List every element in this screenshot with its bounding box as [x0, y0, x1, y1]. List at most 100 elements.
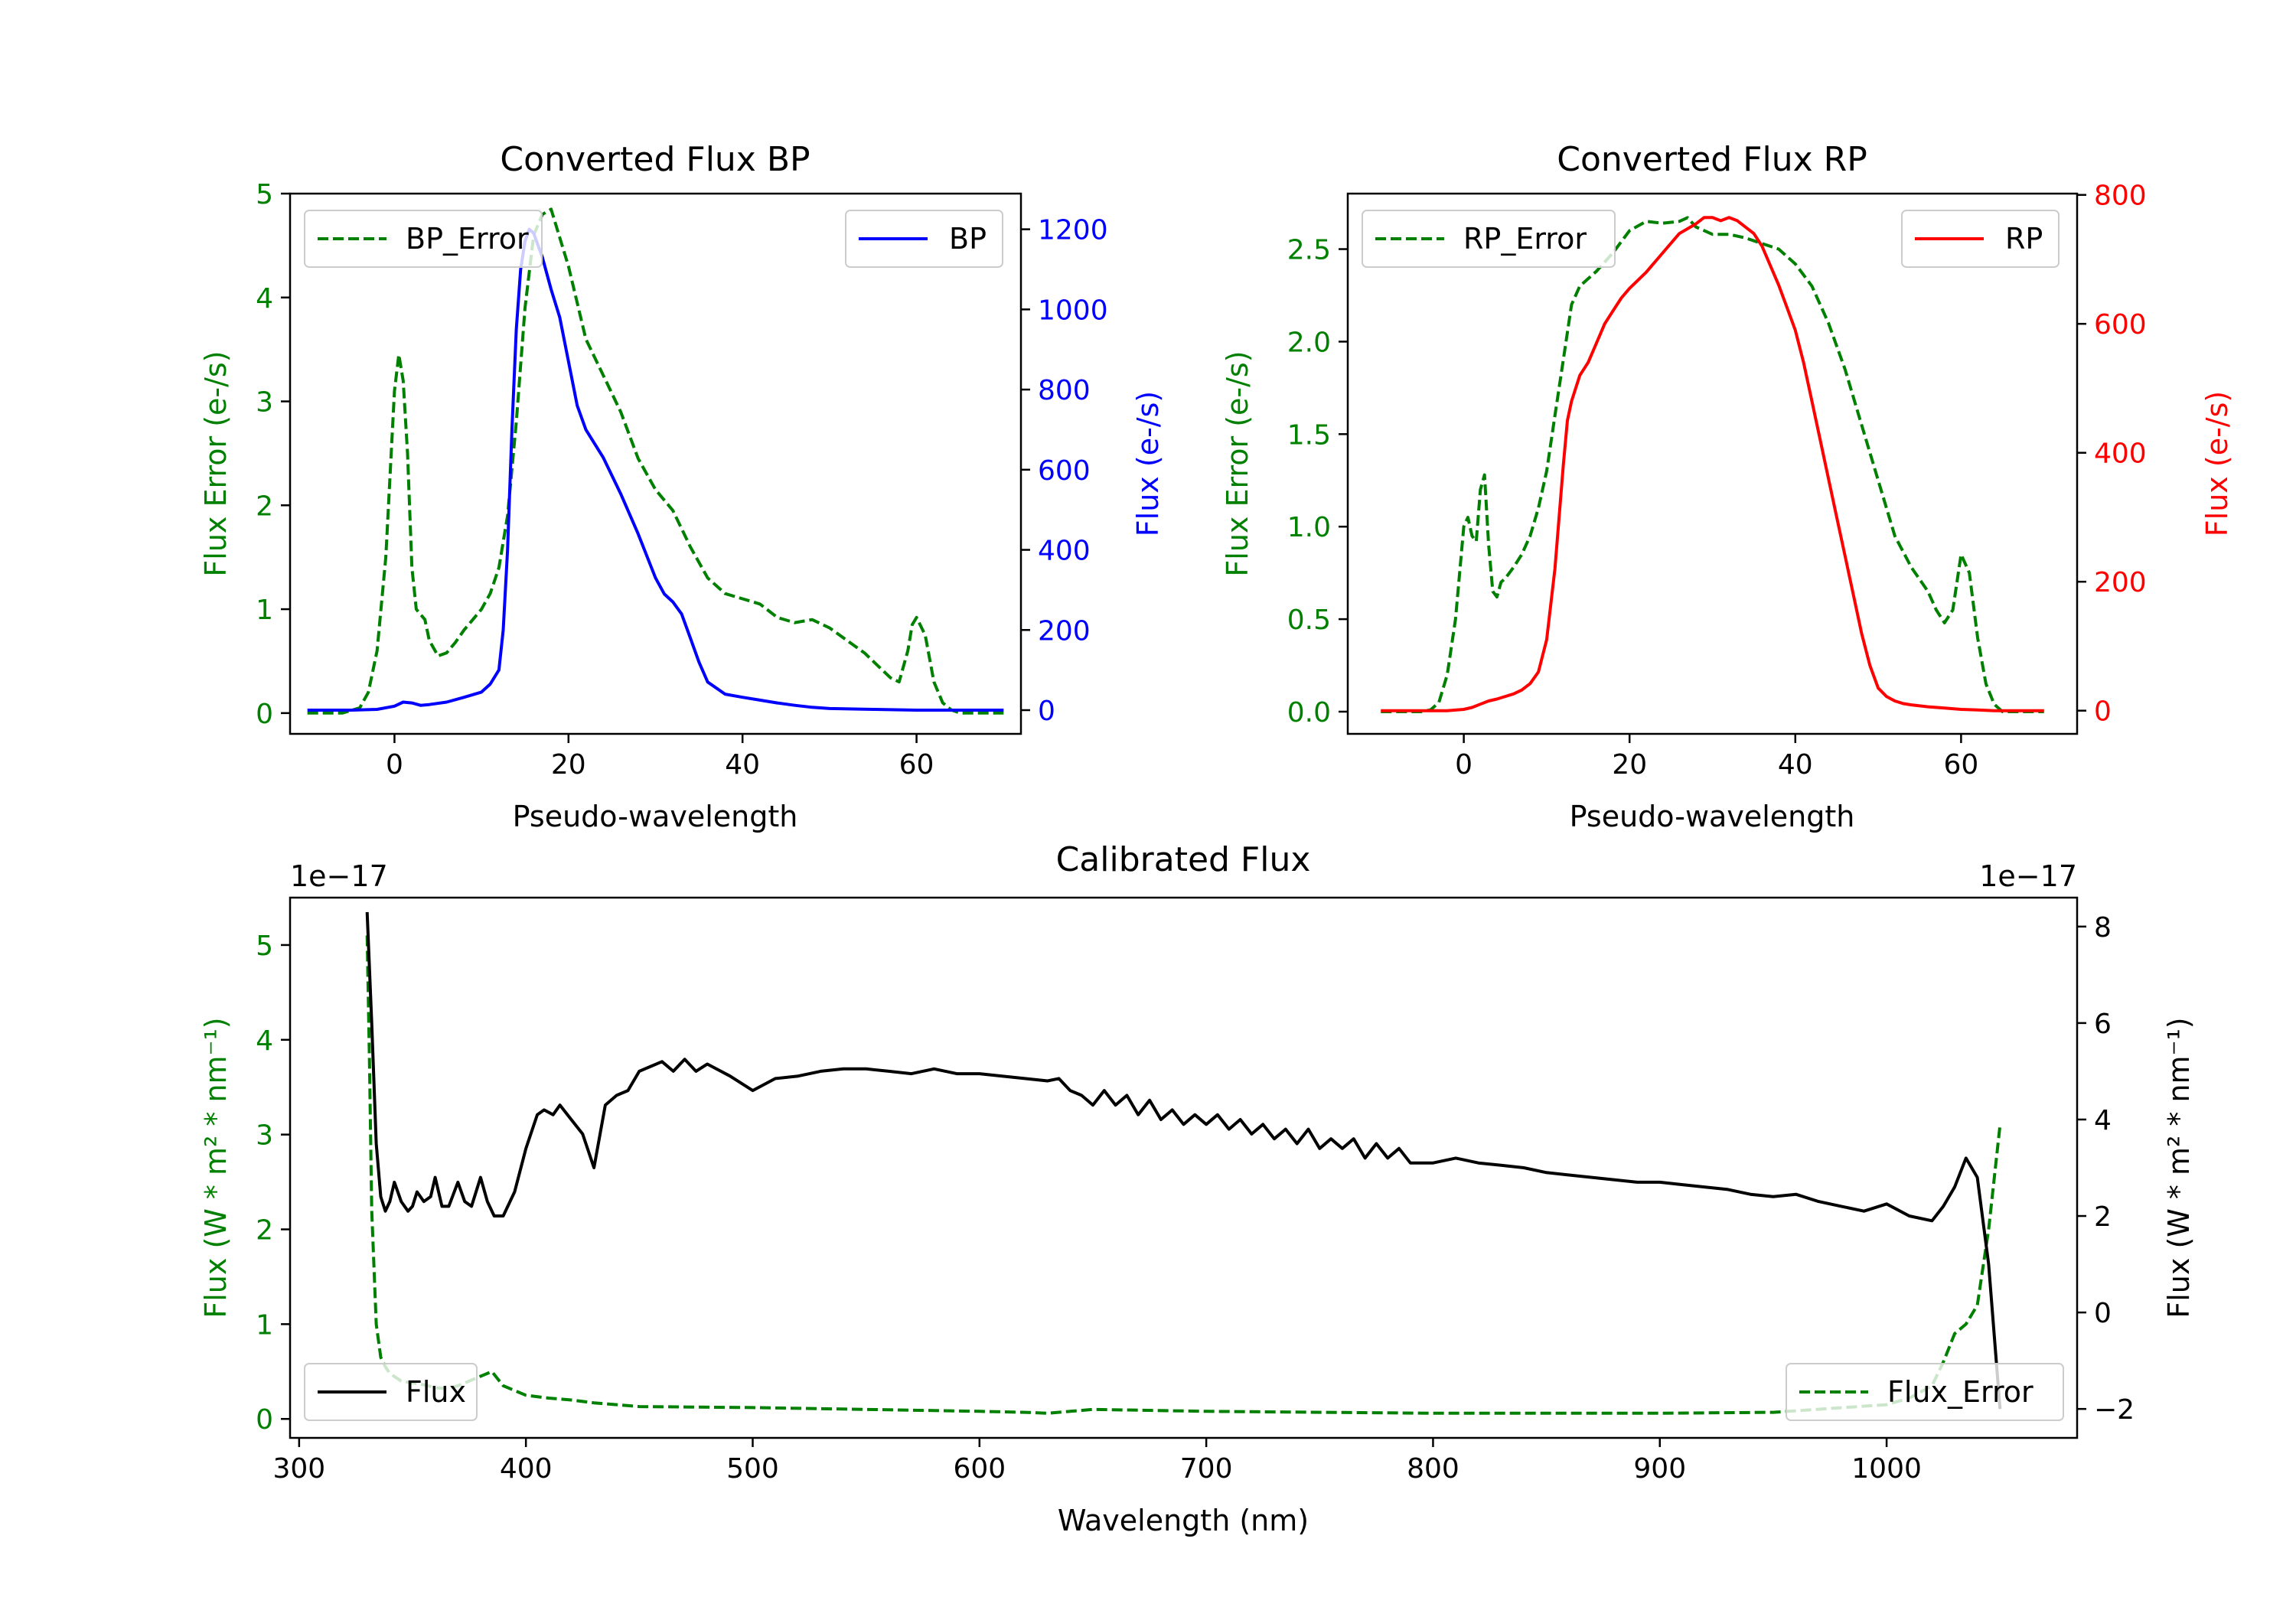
rp-series	[1381, 216, 2044, 713]
rp-ytick-left-label: 2.0	[1287, 327, 1331, 358]
calibrated-title: Calibrated Flux	[1056, 840, 1311, 879]
rp-ytick-right-label: 600	[2094, 309, 2147, 341]
bp-ytick-left-label: 4	[256, 283, 273, 315]
bp-error-line	[307, 207, 1004, 715]
rp-ylabel-left: Flux Error (e-/s)	[1221, 350, 1254, 576]
calibrated-ylabel-right: Flux (W * m² * nm⁻¹)	[2162, 1017, 2196, 1318]
rp-legend-error-box	[1362, 210, 1616, 268]
rp-flux-line	[1381, 216, 2044, 712]
bp-legend-flux-label: BP	[949, 222, 987, 256]
calibrated-ytick-right-label: −2	[2094, 1394, 2135, 1426]
calibrated-yticks-left: 0 1 2 3 4 5	[256, 931, 290, 1436]
bp-xtick-label: 60	[899, 749, 934, 781]
calibrated-xtick-label: 500	[726, 1453, 779, 1485]
bp-ylabel-left: Flux Error (e-/s)	[199, 350, 233, 576]
bp-yticks-right: 0 200 400 600 800 1000 1200	[1021, 215, 1108, 727]
rp-legend-error-label: RP_Error	[1463, 222, 1587, 256]
bp-legend-error-label: BP_Error	[406, 222, 529, 256]
bp-ytick-right-label: 600	[1038, 455, 1091, 487]
bp-xticks: 0 20 40 60	[386, 734, 934, 781]
rp-panel: Converted Flux RP 0 20 40 60 0.0 0.5 1.0 1.5 2.…	[1221, 140, 2234, 833]
calibrated-legend-flux-label: Flux	[406, 1375, 466, 1409]
calibrated-ytick-left-label: 1	[256, 1309, 273, 1341]
rp-yticks-right: 0 200 400 600 800	[2077, 181, 2147, 728]
calibrated-legend-flux: Flux	[304, 1363, 478, 1421]
rp-xlabel: Pseudo-wavelength	[1570, 800, 1855, 833]
bp-legend-error: BP_Error	[304, 210, 543, 268]
bp-ytick-left-label: 5	[256, 179, 273, 210]
calibrated-legend-error: Flux_Error	[1786, 1363, 2064, 1421]
calibrated-xtick-label: 400	[500, 1453, 553, 1485]
bp-legend-flux: BP	[845, 210, 1003, 268]
bp-axes-frame	[289, 192, 1022, 735]
bp-xtick-label: 20	[551, 749, 586, 781]
rp-ytick-right-label: 800	[2094, 181, 2147, 212]
calibrated-panel: Calibrated Flux 1e−17 1e−17 300 400 500 6 0 0…	[199, 840, 2196, 1537]
rp-ytick-left-label: 0.5	[1287, 605, 1331, 636]
rp-xticks: 0 20 40 60	[1455, 734, 1978, 781]
rp-ylabel-right: Flux (e-/s)	[2200, 391, 2234, 536]
calibrated-series	[365, 911, 2002, 1415]
calibrated-xticks: 300 400 500 600 700 800 900 1000	[272, 1438, 1922, 1485]
calibrated-xlabel: Wavelength (nm)	[1058, 1504, 1309, 1537]
rp-xtick-label: 40	[1778, 749, 1813, 781]
calibrated-ytick-left-label: 2	[256, 1215, 273, 1247]
calibrated-xtick-label: 700	[1180, 1453, 1233, 1485]
bp-flux-line	[307, 227, 1004, 712]
calibrated-ylabel-left: Flux (W * m² * nm⁻¹)	[199, 1017, 233, 1318]
bp-legend-error-box	[304, 210, 543, 268]
calibrated-ytick-right-label: 4	[2094, 1105, 2112, 1136]
rp-ytick-right-label: 400	[2094, 438, 2147, 470]
bp-ytick-right-label: 200	[1038, 615, 1091, 647]
calibrated-axes-frame	[289, 896, 2079, 1439]
bp-ytick-left-label: 1	[256, 595, 273, 626]
calibrated-ytick-left-label: 5	[256, 931, 273, 962]
rp-xtick-label: 60	[1943, 749, 1978, 781]
calibrated-ytick-right-label: 0	[2094, 1298, 2112, 1329]
calibrated-flux-line	[365, 911, 2002, 1410]
bp-xtick-label: 0	[386, 749, 403, 781]
rp-legend-flux: RP	[1901, 210, 2060, 268]
rp-ytick-left-label: 1.0	[1287, 512, 1331, 543]
calibrated-legend-error-box	[1786, 1363, 2064, 1421]
bp-panel: Converted Flux BP 0 20 40 60 0 1 2 3 4 5 0 200 400…	[199, 140, 1165, 833]
rp-ytick-right-label: 0	[2094, 696, 2112, 728]
calibrated-offset-left: 1e−17	[290, 859, 388, 893]
calibrated-ytick-right-label: 6	[2094, 1009, 2112, 1040]
bp-yticks-left: 0 1 2 3 4 5	[256, 179, 290, 730]
bp-title: Converted Flux BP	[500, 140, 810, 179]
bp-ytick-right-label: 800	[1038, 375, 1091, 406]
rp-xtick-label: 20	[1612, 749, 1647, 781]
calibrated-xtick-label: 1000	[1851, 1453, 1922, 1485]
bp-series	[307, 207, 1004, 715]
calibrated-legend-flux-box	[304, 1363, 478, 1421]
rp-ytick-left-label: 2.5	[1287, 235, 1331, 266]
rp-axes-frame	[1346, 192, 2079, 735]
rp-ytick-right-label: 200	[2094, 567, 2147, 598]
calibrated-xtick-label: 300	[272, 1453, 325, 1485]
bp-ytick-left-label: 3	[256, 387, 273, 419]
rp-title: Converted Flux RP	[1557, 140, 1867, 179]
bp-ytick-right-label: 1000	[1038, 295, 1108, 326]
calibrated-offset-right: 1e−17	[1979, 859, 2077, 893]
bp-ytick-right-label: 1200	[1038, 215, 1108, 246]
rp-xtick-label: 0	[1455, 749, 1473, 781]
rp-ytick-left-label: 1.5	[1287, 419, 1331, 451]
bp-ytick-left-label: 2	[256, 491, 273, 522]
bp-ytick-right-label: 0	[1038, 696, 1055, 727]
calibrated-ytick-left-label: 3	[256, 1120, 273, 1152]
calibrated-xtick-label: 800	[1407, 1453, 1459, 1485]
calibrated-legend-error-label: Flux_Error	[1887, 1375, 2033, 1409]
bp-ytick-right-label: 400	[1038, 536, 1091, 567]
calibrated-xtick-label: 900	[1633, 1453, 1686, 1485]
calibrated-yticks-right: −2 0 2 4 6 8	[2077, 912, 2135, 1426]
bp-xtick-label: 40	[725, 749, 760, 781]
rp-legend-error: RP_Error	[1362, 210, 1616, 268]
rp-yticks-left: 0.0 0.5 1.0 1.5 2.0 2.5	[1287, 235, 1348, 729]
bp-ylabel-right: Flux (e-/s)	[1131, 391, 1165, 536]
bp-xlabel: Pseudo-wavelength	[513, 800, 798, 833]
calibrated-ytick-right-label: 8	[2094, 912, 2112, 944]
rp-error-line	[1381, 216, 2044, 713]
calibrated-ytick-left-label: 0	[256, 1404, 273, 1436]
rp-ytick-left-label: 0.0	[1287, 697, 1331, 729]
